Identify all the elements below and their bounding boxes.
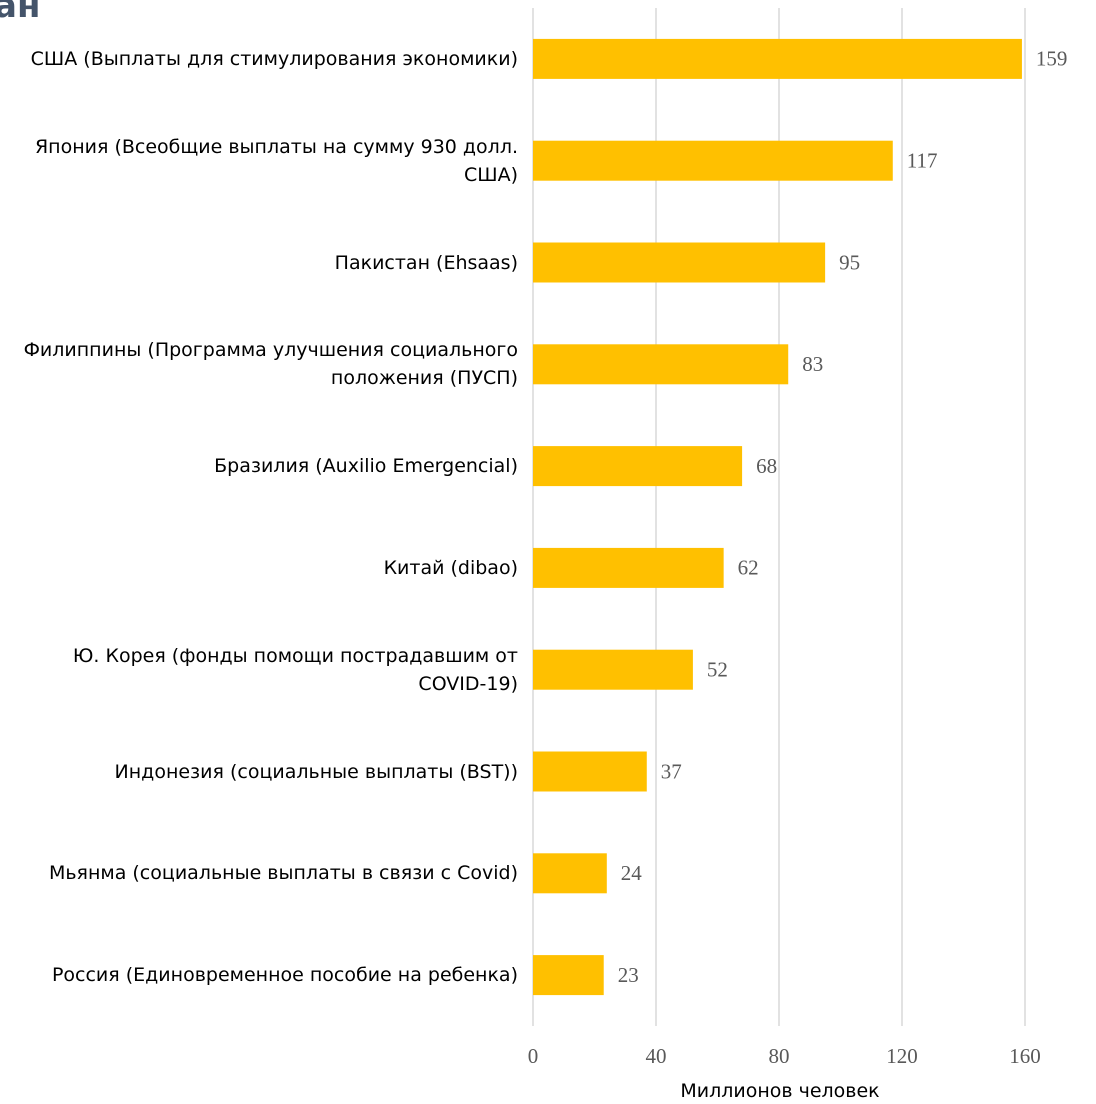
chart-title: ан xyxy=(0,0,41,26)
y-tick-label: Япония (Всеобщие выплаты на сумму 930 до… xyxy=(34,135,518,186)
bar xyxy=(533,38,1022,79)
value-label: 37 xyxy=(661,759,682,783)
value-label: 52 xyxy=(707,658,728,682)
y-tick-label: Бразилия (Auxilio Emergencial) xyxy=(214,455,518,478)
y-tick-label: Ю. Корея (фонды помощи пострадавшим от C… xyxy=(72,644,518,695)
value-label: 23 xyxy=(618,963,639,987)
x-tick-label: 80 xyxy=(769,1044,790,1068)
bar xyxy=(533,649,693,690)
y-tick-label: США (Выплаты для стимулирования экономик… xyxy=(30,47,518,70)
y-tick-label: Филиппины (Программа улучшения социально… xyxy=(23,339,518,390)
x-tick-label: 0 xyxy=(528,1044,539,1068)
bar xyxy=(533,751,647,792)
x-tick-label: 160 xyxy=(1009,1044,1041,1068)
y-tick-label: Мьянма (социальные выплаты в связи с Cov… xyxy=(48,862,518,885)
y-tick-label: Пакистан (Ehsaas) xyxy=(334,251,518,274)
bar xyxy=(533,140,893,181)
y-tick-label: Россия (Единовременное пособие на ребенк… xyxy=(51,964,518,987)
x-tick-label: 40 xyxy=(646,1044,667,1068)
y-tick-label: Индонезия (социальные выплаты (BST)) xyxy=(114,760,518,783)
bar xyxy=(533,242,826,283)
value-label: 83 xyxy=(802,352,823,376)
x-tick-label: 120 xyxy=(886,1044,918,1068)
value-label: 68 xyxy=(756,454,777,478)
value-label: 117 xyxy=(907,149,938,173)
value-label: 159 xyxy=(1036,47,1068,71)
bar xyxy=(533,446,743,487)
bar xyxy=(533,547,724,588)
bar xyxy=(533,955,604,996)
value-label: 24 xyxy=(621,861,643,885)
value-label: 95 xyxy=(839,250,860,274)
bar xyxy=(533,344,789,385)
value-label: 62 xyxy=(738,556,759,580)
x-axis-label: Миллионов человек xyxy=(680,1080,880,1102)
bar xyxy=(533,853,607,894)
y-tick-label: Китай (dibao) xyxy=(383,556,518,579)
